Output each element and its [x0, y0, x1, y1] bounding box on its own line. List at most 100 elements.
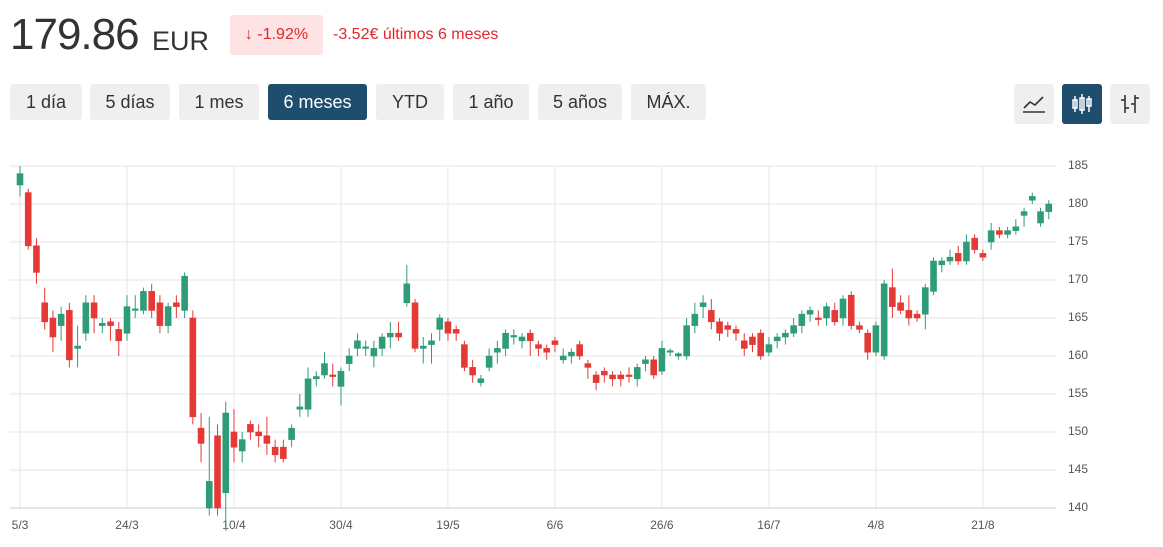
candle-body [913, 313, 921, 319]
y-tick-label: 185 [1068, 158, 1088, 172]
icon [1023, 96, 1045, 113]
ohlc-chart-button[interactable] [1110, 84, 1150, 124]
candle-body [329, 374, 337, 377]
candle-body [765, 344, 773, 353]
candle-body [41, 302, 48, 323]
candle-body [889, 287, 896, 307]
y-tick-label: 165 [1068, 310, 1088, 324]
candle-body [345, 355, 353, 364]
candle-body [238, 439, 246, 452]
x-tick-label: 26/6 [650, 518, 674, 532]
candle-body [642, 359, 649, 364]
currency: EUR [152, 26, 210, 56]
candle-body [987, 230, 995, 243]
candle-body [131, 308, 139, 311]
candle-body [214, 435, 221, 509]
y-tick-label: 180 [1068, 196, 1088, 210]
range-button[interactable]: MÁX. [631, 84, 706, 120]
candle-body [205, 481, 213, 509]
line-chart-button[interactable] [1014, 84, 1054, 124]
change-pct: -1.92% [257, 26, 309, 43]
candle-body [716, 321, 723, 334]
candle-body [395, 332, 402, 338]
candle-body [1012, 226, 1020, 231]
candle-body [115, 329, 123, 342]
candle-body [749, 336, 756, 345]
candle-body [403, 283, 411, 304]
candle-body [601, 370, 608, 376]
candle-body [428, 340, 435, 345]
candle-body [24, 192, 32, 247]
candle-body [650, 359, 658, 376]
y-tick-label: 150 [1068, 424, 1088, 438]
candle-body [930, 260, 937, 292]
candle-body [189, 317, 197, 418]
y-tick-label: 145 [1068, 462, 1088, 476]
candle-body [971, 237, 978, 250]
candle-body [173, 302, 180, 307]
range-button[interactable]: 1 día [10, 84, 82, 120]
y-tick-label: 155 [1068, 386, 1088, 400]
candle-chart-button[interactable] [1062, 84, 1102, 124]
candle-body [535, 344, 542, 349]
y-tick-label: 140 [1068, 500, 1088, 514]
candle-body [288, 427, 295, 440]
range-button[interactable]: 5 años [538, 84, 622, 120]
icon [1121, 95, 1139, 113]
candle-body [864, 332, 871, 353]
candle-body [74, 345, 81, 349]
range-button[interactable]: 5 días [90, 84, 170, 120]
candle-body [444, 321, 452, 334]
x-tick-label: 5/3 [12, 518, 29, 532]
candle-body [1004, 230, 1011, 235]
candle-body [782, 332, 789, 338]
range-button[interactable]: 1 año [453, 84, 529, 120]
candle-body [312, 376, 320, 380]
candle-body [831, 310, 839, 323]
candle-body [666, 350, 674, 353]
down-arrow: ↓ [244, 26, 258, 43]
candle-body [280, 446, 287, 459]
candle-body [510, 335, 518, 338]
range-button[interactable]: YTD [376, 84, 444, 120]
candle-body [609, 374, 616, 380]
candle-body [839, 298, 847, 319]
candle-body [963, 241, 970, 262]
candle-body [123, 306, 131, 334]
candle-body [304, 378, 312, 410]
candle-body [263, 435, 271, 444]
candle-body [806, 310, 814, 315]
change-text: -3.52€ últimos 6 meses [333, 26, 499, 43]
candle-body [592, 374, 600, 383]
candle-body [494, 348, 501, 353]
candle-body [197, 427, 205, 444]
icon [1072, 94, 1092, 114]
candle-body [230, 431, 238, 448]
candle-body [979, 253, 987, 258]
candle-body [773, 336, 781, 342]
candle-body [576, 344, 583, 357]
candle-body [526, 332, 534, 342]
x-tick-label: 10/4 [222, 518, 246, 532]
candle-body [625, 374, 633, 377]
candle-body [732, 329, 740, 334]
range-button[interactable]: 6 meses [268, 84, 367, 120]
candle-body [222, 412, 230, 494]
candle-body [452, 329, 460, 334]
candle-body [1037, 211, 1044, 224]
candle-body [1028, 196, 1036, 201]
candle-body [271, 446, 279, 456]
candle-body [617, 374, 625, 380]
candle-body [658, 348, 666, 372]
candle-body [823, 306, 830, 319]
candle-body [148, 291, 155, 311]
x-tick-label: 30/4 [329, 518, 353, 532]
candle-body [156, 302, 164, 326]
candle-body [140, 291, 147, 311]
candle-body [354, 340, 361, 349]
candle-body [954, 253, 962, 262]
candle-body [584, 363, 592, 368]
range-button[interactable]: 1 mes [179, 84, 259, 120]
x-tick-label: 16/7 [757, 518, 781, 532]
